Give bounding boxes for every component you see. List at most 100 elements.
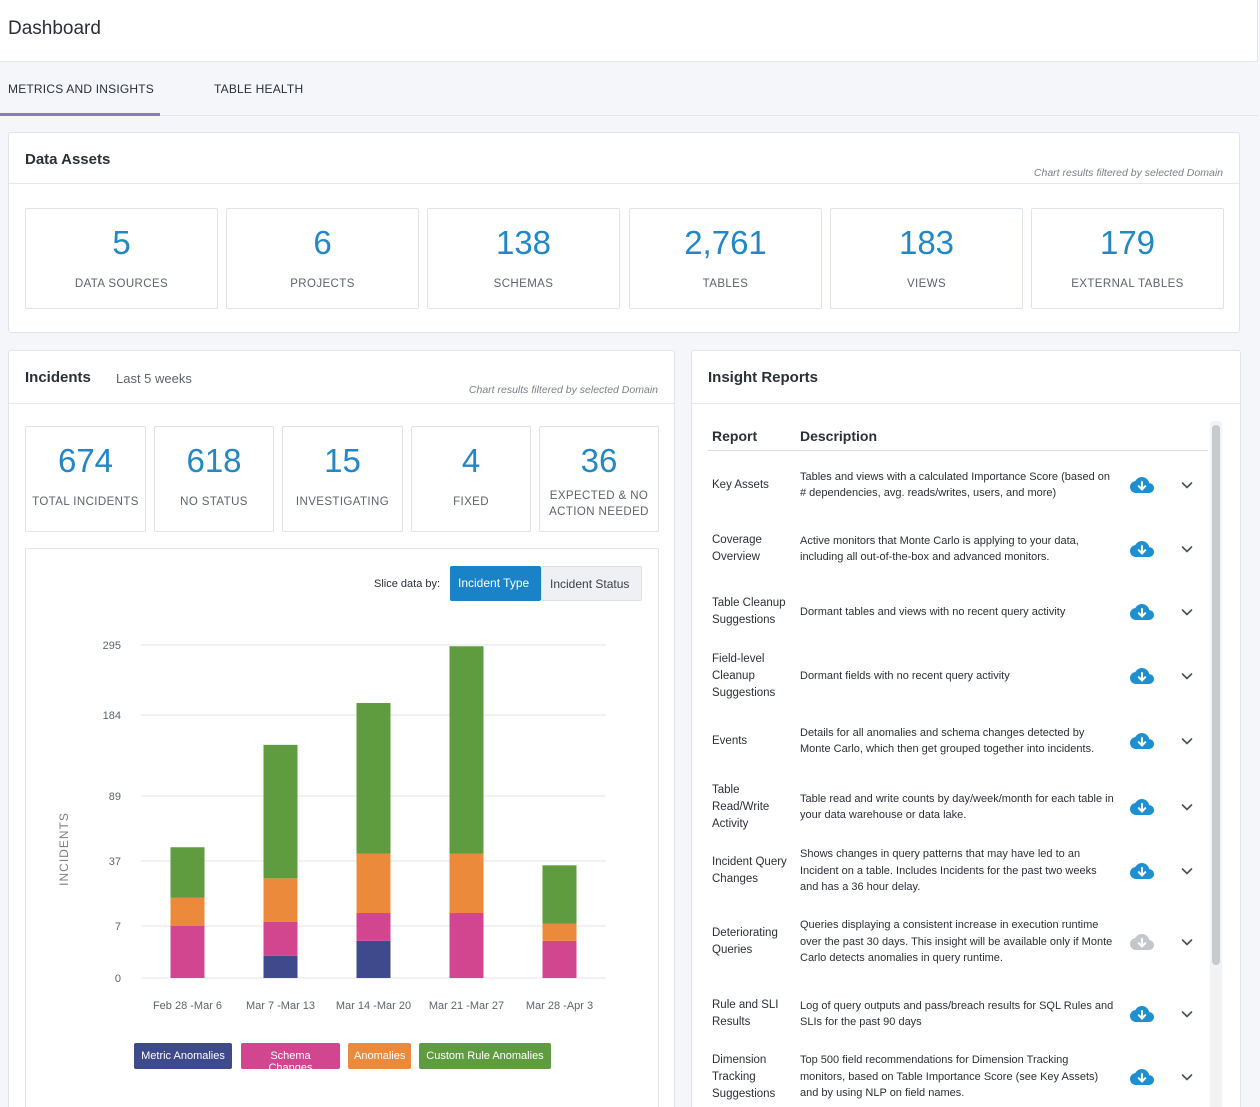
bar-segment (542, 865, 577, 924)
stat-label: DATA SOURCES (74, 278, 169, 290)
report-name: Table Cleanup Suggestions (712, 597, 786, 626)
stat-expected-no-action[interactable]: 36 EXPECTED & NO ACTION NEEDED (539, 426, 659, 532)
stat-no-status[interactable]: 618 NO STATUS (154, 426, 274, 532)
incidents-card: Incidents Last 5 weeks Chart results fil… (8, 350, 675, 1107)
incidents-filter-note: Chart results filtered by selected Domai… (468, 384, 658, 396)
report-row[interactable]: Events Details for all anomalies and sche… (692, 711, 1202, 771)
bar-segment (263, 744, 298, 879)
y-tick-label: 184 (103, 710, 121, 722)
chevron-down-icon[interactable] (1180, 542, 1194, 556)
chevron-down-icon[interactable] (1180, 1070, 1194, 1084)
stat-label: FIXED (453, 496, 489, 508)
report-row[interactable]: Table Cleanup Suggestions Dormant tables … (692, 582, 1202, 642)
legend-schema-changes[interactable]: Schema Changes (241, 1043, 340, 1074)
x-tick-label: Mar 14 -Mar 20 (336, 1000, 411, 1012)
report-description: Active monitors that Monte Carlo is appl… (800, 534, 1079, 564)
stat-external-tables[interactable]: 179 EXTERNAL TABLES (1031, 208, 1224, 309)
stat-value: 138 (495, 224, 552, 261)
stat-label: VIEWS (906, 278, 947, 290)
report-row[interactable]: Table Read/Write Activity Table read and … (692, 775, 1202, 839)
download-cloud-icon[interactable] (1130, 603, 1154, 621)
chevron-down-icon[interactable] (1180, 669, 1194, 683)
bar-segment (170, 847, 205, 898)
x-tick-label: Feb 28 -Mar 6 (153, 1000, 222, 1012)
bar-segment (356, 703, 391, 854)
report-row[interactable]: Deteriorating Queries Queries displaying … (692, 904, 1202, 980)
chevron-down-icon[interactable] (1180, 605, 1194, 619)
stat-fixed[interactable]: 4 FIXED (411, 426, 531, 532)
chevron-down-icon[interactable] (1180, 800, 1194, 814)
chevron-down-icon[interactable] (1180, 864, 1194, 878)
report-name: Deteriorating Queries (712, 927, 778, 956)
incidents-chart-panel: Slice data by: Incident Type Incident St… (25, 548, 659, 1107)
download-cloud-icon[interactable] (1130, 540, 1154, 558)
y-axis-label: INCIDENTS (57, 812, 71, 886)
report-name: Table Read/Write Activity (712, 783, 770, 830)
bar-segment (263, 921, 298, 956)
stat-value: 183 (898, 224, 955, 261)
chevron-down-icon[interactable] (1180, 478, 1194, 492)
stat-schemas[interactable]: 138 SCHEMAS (427, 208, 620, 309)
report-scrollbar[interactable] (1210, 421, 1222, 1107)
download-cloud-icon[interactable] (1130, 732, 1154, 750)
stat-views[interactable]: 183 VIEWS (830, 208, 1023, 309)
stat-value: 36 (580, 442, 618, 479)
report-name: Key Assets (712, 478, 769, 491)
stat-label-line: EXPECTED & NO (549, 490, 649, 502)
stat-data-sources[interactable]: 5 DATA SOURCES (25, 208, 218, 309)
download-cloud-icon[interactable] (1130, 1068, 1154, 1086)
stat-projects[interactable]: 6 PROJECTS (226, 208, 419, 309)
tab-metrics-and-insights[interactable]: METRICS AND INSIGHTS (0, 62, 160, 116)
legend-metric-anomalies[interactable]: Metric Anomalies (134, 1043, 232, 1069)
chevron-down-icon[interactable] (1180, 935, 1194, 949)
data-assets-card: Data Assets Chart results filtered by se… (8, 132, 1240, 333)
stat-total-incidents[interactable]: 674 TOTAL INCIDENTS (25, 426, 146, 532)
report-row[interactable]: Rule and SLI Results Log of query outputs… (692, 984, 1202, 1044)
report-row[interactable]: Key Assets Tables and views with a calcul… (692, 454, 1202, 516)
stat-value: 618 (186, 442, 242, 479)
chevron-down-icon[interactable] (1180, 734, 1194, 748)
report-description: Queries displaying a consistent increase… (800, 919, 1113, 964)
download-cloud-icon[interactable] (1130, 667, 1154, 685)
stat-label: TOTAL INCIDENTS (32, 496, 139, 508)
download-cloud-icon[interactable] (1130, 1005, 1154, 1023)
chevron-down-icon[interactable] (1180, 1007, 1194, 1021)
report-description: Tables and views with a calculated Impor… (800, 470, 1111, 500)
download-cloud-icon[interactable] (1130, 862, 1154, 880)
stat-label: EXPECTED & NO ACTION NEEDED (540, 488, 658, 520)
slice-incident-status-button[interactable]: Incident Status (541, 566, 642, 601)
y-tick-label: 295 (103, 640, 121, 652)
download-cloud-icon (1130, 933, 1154, 951)
stat-investigating[interactable]: 15 INVESTIGATING (282, 426, 403, 532)
bar-segment (263, 955, 298, 978)
report-name: Incident Query Changes (712, 856, 787, 885)
bar-segment (356, 940, 391, 978)
stat-label: NO STATUS (180, 496, 248, 508)
report-scrollbar-thumb[interactable] (1212, 425, 1220, 965)
tab-table-health[interactable]: TABLE HEALTH (214, 82, 304, 96)
x-tick-label: Mar 28 -Apr 3 (526, 1000, 593, 1012)
report-row[interactable]: Incident Query Changes Shows changes in q… (692, 840, 1202, 902)
bar-segment (170, 897, 205, 926)
download-cloud-icon[interactable] (1130, 476, 1154, 494)
y-tick-label: 37 (109, 856, 121, 868)
column-header-description: Description (800, 428, 878, 444)
stat-value: 2,761 (684, 224, 767, 261)
x-tick-label: Mar 21 -Mar 27 (429, 1000, 504, 1012)
download-cloud-icon[interactable] (1130, 798, 1154, 816)
insight-reports-card: Insight Reports Report Description Key A… (691, 350, 1241, 1107)
incidents-bar-chart: 0 7 37 89 184 295 INCIDENTS Feb 28 -Mar 6 Mar 7 … (57, 640, 606, 1012)
bar-segment (449, 853, 484, 913)
legend-anomalies[interactable]: Anomalies (348, 1043, 411, 1069)
divider (692, 403, 1240, 404)
stat-label: SCHEMAS (493, 278, 554, 290)
slice-incident-type-button[interactable]: Incident Type (450, 566, 541, 601)
report-row[interactable]: Field-level Cleanup Suggestions Dormant f… (692, 644, 1202, 708)
report-row[interactable]: Dimension Tracking Suggestions Top 500 fi… (692, 1046, 1202, 1107)
report-description: Table read and write counts by day/week/… (800, 792, 1114, 822)
stat-tables[interactable]: 2,761 TABLES (629, 208, 822, 309)
report-row[interactable]: Coverage Overview Active monitors that Mo… (692, 519, 1202, 579)
data-assets-filter-note: Chart results filtered by selected Domai… (1033, 167, 1223, 179)
incidents-title: Incidents (25, 369, 91, 386)
legend-custom-rule-anomalies[interactable]: Custom Rule Anomalies (419, 1043, 551, 1069)
